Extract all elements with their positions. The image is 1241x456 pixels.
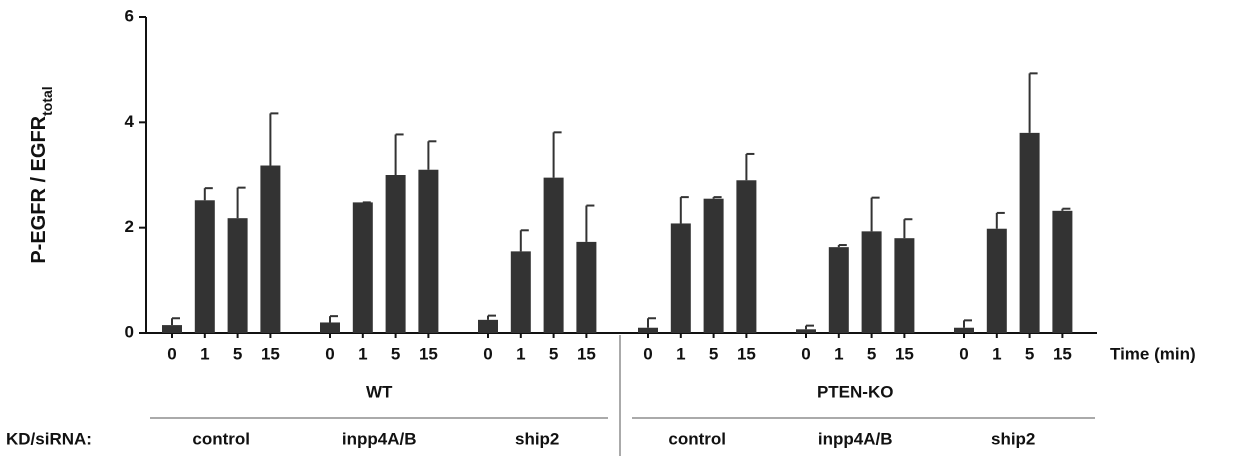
x-tick-label: 5: [1025, 344, 1034, 363]
x-tick-label: 0: [959, 344, 968, 363]
bar: [861, 231, 882, 333]
bar: [796, 329, 816, 333]
bar: [478, 319, 498, 333]
bar: [954, 327, 974, 333]
bar: [260, 165, 281, 333]
x-tick-label: 15: [737, 344, 756, 363]
row-label: KD/siRNA:: [6, 429, 92, 448]
bar: [1019, 132, 1040, 333]
x-tick-label: 0: [483, 344, 492, 363]
bar: [162, 325, 182, 333]
bar: [736, 180, 757, 333]
subgroup-label: control: [192, 429, 250, 448]
x-tick-label: 5: [709, 344, 718, 363]
x-tick-label: 15: [261, 344, 280, 363]
bar: [576, 241, 597, 333]
subgroup-label: ship2: [515, 429, 559, 448]
bar: [638, 327, 658, 333]
y-label-sub: total: [39, 86, 55, 116]
subgroup-label: control: [668, 429, 726, 448]
bar: [418, 169, 439, 333]
x-tick-label: 0: [325, 344, 334, 363]
x-tick-label: 1: [676, 344, 685, 363]
x-tick-label: 1: [834, 344, 843, 363]
bar: [320, 322, 340, 333]
y-tick-label: 0: [125, 322, 134, 341]
bar: [828, 247, 849, 333]
bar: [385, 175, 406, 333]
x-tick-label: 15: [1053, 344, 1072, 363]
bar: [194, 200, 215, 333]
x-tick-label: 5: [549, 344, 558, 363]
bar: [352, 202, 373, 333]
x-tick-label: 1: [516, 344, 525, 363]
bar: [510, 251, 531, 333]
y-tick-label: 6: [125, 6, 134, 25]
subgroup-label: ship2: [991, 429, 1035, 448]
x-tick-label: 15: [419, 344, 438, 363]
x-tick-label: 0: [167, 344, 176, 363]
bar: [986, 228, 1007, 333]
bar: [894, 238, 915, 333]
subgroup-label: inpp4A/B: [818, 429, 893, 448]
x-tick-label: 5: [867, 344, 876, 363]
group-label: PTEN-KO: [817, 382, 894, 401]
x-tick-label: 0: [801, 344, 810, 363]
x-tick-label: 0: [643, 344, 652, 363]
x-tick-label: 15: [577, 344, 596, 363]
y-label-main: P-EGFR / EGFR: [28, 115, 50, 263]
x-tick-label: 5: [391, 344, 400, 363]
bar: [670, 223, 691, 333]
y-axis-label: P-EGFR / EGFRtotal: [28, 86, 54, 263]
x-tick-label: 1: [200, 344, 209, 363]
bar: [703, 198, 724, 333]
bar: [543, 177, 564, 333]
x-tick-label: 5: [233, 344, 242, 363]
x-tick-label: 1: [992, 344, 1001, 363]
x-tick-label: 15: [895, 344, 914, 363]
y-tick-label: 4: [125, 112, 135, 131]
x-axis-label: Time (min): [1110, 344, 1196, 363]
y-tick-label: 2: [125, 217, 134, 236]
bar: [1052, 210, 1073, 333]
group-label: WT: [366, 382, 393, 401]
subgroup-label: inpp4A/B: [342, 429, 417, 448]
bar: [227, 218, 248, 333]
x-tick-label: 1: [358, 344, 367, 363]
